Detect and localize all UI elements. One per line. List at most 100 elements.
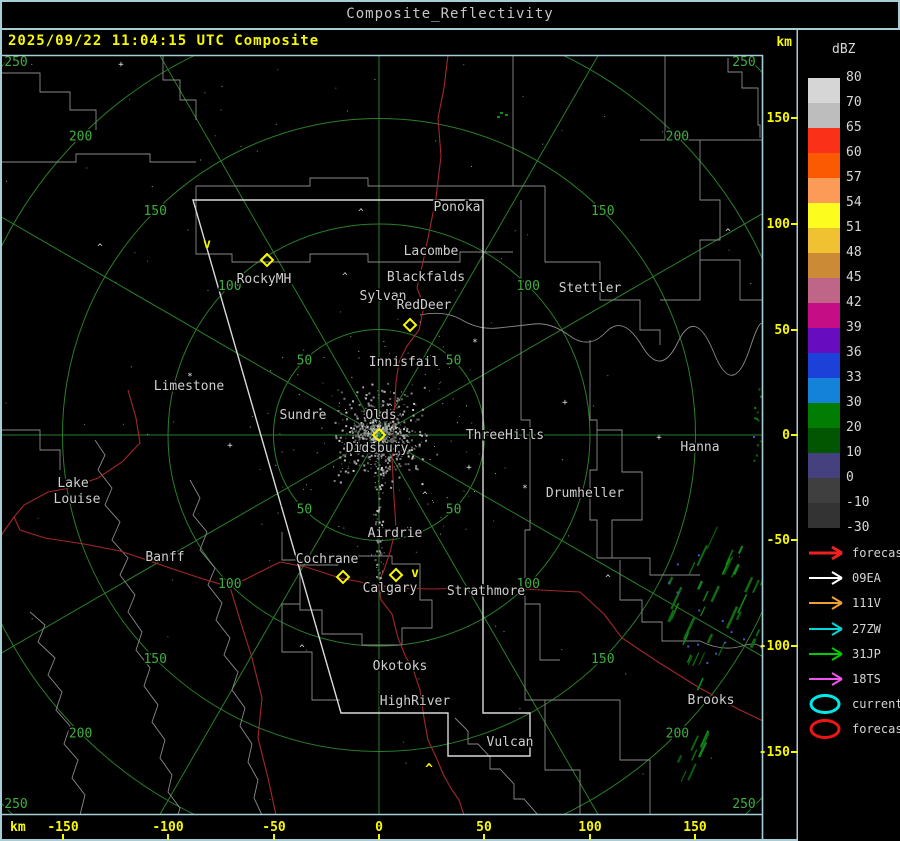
colorbar-block bbox=[808, 228, 840, 253]
colorbar-block bbox=[808, 328, 840, 353]
radar-site-marker[interactable] bbox=[259, 252, 275, 268]
legend-item-forecast: forecast bbox=[806, 717, 900, 741]
city-label-reddeer: RedDeer bbox=[397, 298, 452, 313]
city-label-threehills: ThreeHills bbox=[466, 428, 544, 443]
09EA-arrow-icon bbox=[809, 571, 843, 586]
town-marker: * bbox=[187, 372, 192, 382]
current-ellipse-icon bbox=[809, 694, 841, 715]
colorbar-tick-label: 42 bbox=[846, 295, 862, 310]
legend-item-label: 27ZW bbox=[852, 621, 881, 636]
colorbar-block bbox=[808, 128, 840, 153]
colorbar-block bbox=[808, 503, 840, 528]
colorbar-block bbox=[808, 378, 840, 403]
city-label-stettler: Stettler bbox=[559, 281, 622, 296]
colorbar-block bbox=[808, 203, 840, 228]
colorbar-block bbox=[808, 178, 840, 203]
city-label-airdrie: Airdrie bbox=[368, 526, 423, 541]
city-label-lake: Lake bbox=[57, 476, 88, 491]
timestamp-label: 2025/09/22 11:04:15 UTC Composite bbox=[8, 33, 320, 49]
radar-site-marker[interactable] bbox=[388, 567, 404, 583]
colorbar-block bbox=[808, 253, 840, 278]
city-label-blackfalds: Blackfalds bbox=[387, 270, 465, 285]
range-ring-label: 200 bbox=[69, 130, 92, 145]
city-label-hanna: Hanna bbox=[680, 440, 719, 455]
colorbar-tick-label: 10 bbox=[846, 445, 862, 460]
city-label-didsbury: Didsbury bbox=[346, 441, 409, 456]
colorbar-tick-label: -30 bbox=[846, 520, 870, 535]
legend-item-31JP: 31JP bbox=[806, 642, 881, 666]
city-label-strathmore: Strathmore bbox=[447, 584, 525, 599]
18TS-arrow-icon bbox=[809, 672, 843, 686]
bottom-axis-tick-label: 0 bbox=[375, 820, 383, 835]
storm-vector-marker: v bbox=[203, 237, 211, 252]
31JP-arrow-icon bbox=[809, 646, 843, 661]
right-axis-tick-label: 50 bbox=[774, 323, 790, 338]
town-marker: + bbox=[656, 433, 662, 443]
colorbar-block bbox=[808, 353, 840, 378]
forecast-ellipse-icon bbox=[809, 719, 841, 740]
window-title: Composite_Reflectivity bbox=[346, 6, 554, 22]
colorbar-tick-label: -10 bbox=[846, 495, 870, 510]
city-label-olds: Olds bbox=[365, 408, 396, 423]
bottom-axis-tick-label: -150 bbox=[47, 820, 78, 835]
city-label-vulcan: Vulcan bbox=[487, 735, 534, 750]
colorbar-block bbox=[808, 403, 840, 428]
range-ring-label: 100 bbox=[218, 279, 241, 294]
colorbar-tick-label: 60 bbox=[846, 145, 862, 160]
range-ring-label: 150 bbox=[143, 652, 166, 667]
town-marker: ^ bbox=[299, 644, 305, 654]
range-ring-label: 250 bbox=[732, 55, 755, 70]
bottom-axis-tick-label: 100 bbox=[578, 820, 602, 835]
legend-item-label: 31JP bbox=[852, 646, 881, 661]
town-marker: * bbox=[472, 338, 477, 348]
city-label-brooks: Brooks bbox=[688, 693, 735, 708]
town-marker: ^ bbox=[358, 208, 364, 218]
right-axis-tick-label: 100 bbox=[767, 217, 791, 232]
colorbar-block bbox=[808, 453, 840, 478]
range-ring-label: 250 bbox=[4, 797, 27, 812]
range-ring-label: 100 bbox=[516, 279, 539, 294]
bottom-axis-tick-label: 150 bbox=[683, 820, 707, 835]
radar-site-marker[interactable] bbox=[371, 427, 387, 443]
range-ring-label: 200 bbox=[666, 726, 689, 741]
city-label-highriver: HighRiver bbox=[380, 694, 451, 709]
bottom-axis-tick-label: 50 bbox=[476, 820, 492, 835]
right-axis-tick-label: -100 bbox=[759, 639, 790, 654]
range-ring-label: 150 bbox=[143, 204, 166, 219]
town-marker: + bbox=[227, 441, 233, 451]
range-ring-label: 200 bbox=[69, 726, 92, 741]
bottom-axis-tick-label: -50 bbox=[262, 820, 286, 835]
radar-site-marker[interactable] bbox=[335, 569, 351, 585]
range-ring-label: 250 bbox=[4, 55, 27, 70]
colorbar-block bbox=[808, 153, 840, 178]
colorbar-tick-label: 39 bbox=[846, 320, 862, 335]
colorbar-block bbox=[808, 303, 840, 328]
right-axis-tick-label: 150 bbox=[767, 111, 791, 126]
town-marker: * bbox=[522, 484, 527, 494]
colorbar-unit-label: dBZ bbox=[832, 42, 856, 57]
legend-item-label: 18TS bbox=[852, 672, 881, 686]
colorbar-tick-label: 48 bbox=[846, 245, 862, 260]
colorbar-tick-label: 20 bbox=[846, 420, 862, 435]
right-axis-tick-label: -150 bbox=[759, 745, 790, 760]
storm-vector-marker: v bbox=[411, 566, 419, 581]
legend-item-27ZW: 27ZW bbox=[806, 617, 881, 641]
range-ring-label: 50 bbox=[446, 503, 462, 518]
range-ring-label: 50 bbox=[297, 503, 313, 518]
city-label-louise: Louise bbox=[54, 492, 101, 507]
legend-item-label: current bbox=[852, 697, 900, 712]
bottom-axis-unit-label: km bbox=[10, 820, 26, 835]
111V-arrow-icon bbox=[809, 596, 843, 611]
legend-item-label: 09EA bbox=[852, 571, 881, 586]
range-ring-label: 50 bbox=[297, 353, 313, 368]
colorbar-tick-label: 80 bbox=[846, 70, 862, 85]
colorbar-tick-label: 33 bbox=[846, 370, 862, 385]
range-ring-label: 150 bbox=[591, 652, 614, 667]
colorbar-tick-label: 65 bbox=[846, 120, 862, 135]
town-marker: ^ bbox=[387, 403, 393, 413]
27ZW-arrow-icon bbox=[809, 621, 843, 636]
radar-site-marker[interactable] bbox=[402, 317, 418, 333]
city-label-sundre: Sundre bbox=[280, 408, 327, 423]
colorbar-tick-label: 57 bbox=[846, 170, 862, 185]
